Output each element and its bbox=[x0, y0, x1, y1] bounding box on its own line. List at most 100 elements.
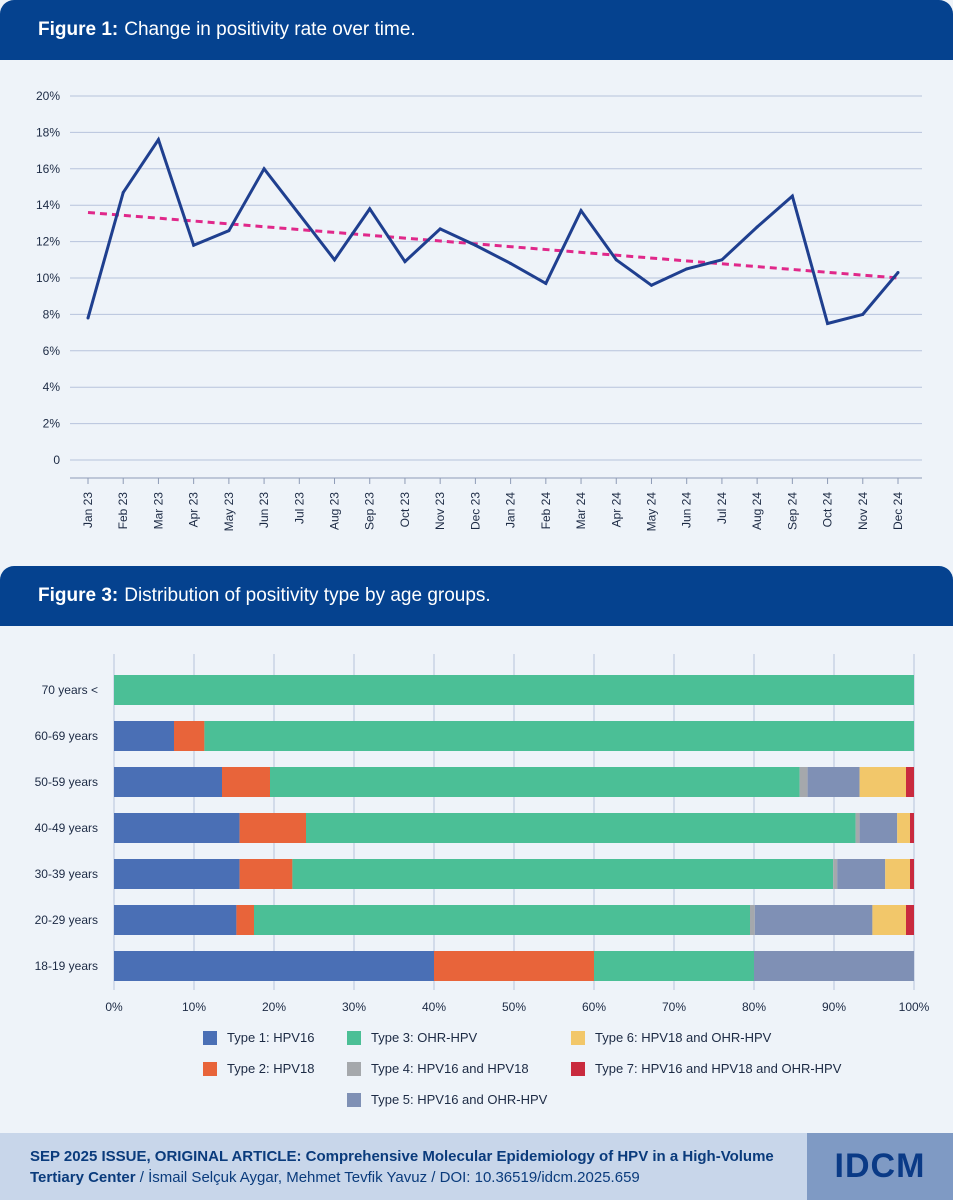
legend-item: Type 5: HPV16 and OHR-HPV bbox=[347, 1092, 547, 1107]
figure-1-caption: Change in positivity rate over time. bbox=[124, 19, 416, 40]
citation-title: SEP 2025 ISSUE, ORIGINAL ARTICLE: Compre… bbox=[30, 1148, 774, 1186]
category-label: 40-49 years bbox=[35, 821, 98, 835]
legend-swatch bbox=[571, 1061, 585, 1076]
y-tick-label: 6% bbox=[43, 344, 61, 358]
idcm-logo: IDCM bbox=[807, 1133, 953, 1200]
data-point bbox=[649, 283, 653, 287]
x-tick-label: 30% bbox=[342, 1000, 366, 1014]
legend-swatch bbox=[347, 1030, 361, 1045]
figure-1-header: Figure 1: Change in positivity rate over… bbox=[0, 0, 953, 60]
legend-item: Type 2: HPV18 bbox=[203, 1061, 314, 1076]
x-tick-label: 60% bbox=[582, 1000, 606, 1014]
x-tick-label: 50% bbox=[502, 1000, 526, 1014]
x-tick-label: Jul 24 bbox=[715, 492, 729, 524]
data-point bbox=[438, 227, 442, 231]
legend-item: Type 4: HPV16 and HPV18 bbox=[347, 1061, 529, 1076]
legend-item: Type 3: OHR-HPV bbox=[347, 1030, 477, 1045]
series-line-positivity bbox=[86, 136, 900, 326]
bar-segment bbox=[807, 767, 860, 797]
data-point bbox=[262, 167, 266, 171]
bar-segment bbox=[434, 951, 594, 981]
bar-segment bbox=[754, 951, 914, 981]
chart-legend: Type 1: HPV16 Type 2: HPV18 Type 3: OHR-HP… bbox=[0, 1026, 953, 1126]
x-tick-label: Nov 24 bbox=[856, 492, 870, 530]
figure-1-label: Figure 1: bbox=[38, 19, 119, 40]
x-tick-label: 10% bbox=[182, 1000, 206, 1014]
x-tick-label: 40% bbox=[422, 1000, 446, 1014]
x-tick-label: Mar 23 bbox=[151, 492, 165, 530]
bar-segment bbox=[239, 813, 306, 843]
legend-label: Type 1: HPV16 bbox=[227, 1030, 315, 1045]
x-tick-label: 70% bbox=[662, 1000, 686, 1014]
citation-authors: / İsmail Selçuk Aygar, Mehmet Tevfik Yav… bbox=[135, 1169, 640, 1186]
x-tick-label: Jan 23 bbox=[81, 492, 95, 528]
x-tick-label: May 23 bbox=[222, 492, 236, 532]
footer: SEP 2025 ISSUE, ORIGINAL ARTICLE: Compre… bbox=[0, 1133, 953, 1200]
x-tick-label: 0% bbox=[105, 1000, 123, 1014]
category-label: 30-39 years bbox=[35, 867, 98, 881]
data-point bbox=[755, 225, 759, 229]
x-tick-label: Apr 23 bbox=[187, 492, 201, 528]
y-tick-label: 10% bbox=[36, 271, 60, 285]
category-label: 18-19 years bbox=[35, 959, 98, 973]
legend-label: Type 3: OHR-HPV bbox=[371, 1030, 478, 1045]
x-tick-label: 90% bbox=[822, 1000, 846, 1014]
x-tick-label: Jan 24 bbox=[504, 492, 518, 528]
x-tick-label: 100% bbox=[899, 1000, 930, 1014]
bar-segment bbox=[236, 905, 254, 935]
legend-label: Type 2: HPV18 bbox=[227, 1061, 315, 1076]
bar-segment bbox=[859, 767, 906, 797]
y-tick-label: 2% bbox=[43, 417, 61, 431]
x-tick-label: Apr 24 bbox=[609, 492, 623, 528]
bar-segment bbox=[306, 813, 856, 843]
x-tick-label: May 24 bbox=[644, 492, 658, 532]
bar-segment bbox=[833, 859, 838, 889]
figure-3-label: Figure 3: bbox=[38, 585, 119, 606]
data-point bbox=[896, 271, 900, 275]
data-point bbox=[192, 243, 196, 247]
figure-3-header: Figure 3: Distribution of positivity typ… bbox=[0, 566, 953, 626]
x-tick-label: Feb 24 bbox=[539, 492, 553, 530]
data-point bbox=[685, 267, 689, 271]
x-tick-label: Feb 23 bbox=[116, 492, 130, 530]
bar-segment bbox=[222, 767, 270, 797]
data-point bbox=[297, 212, 301, 216]
x-tick-label: Aug 24 bbox=[750, 492, 764, 530]
y-tick-label: 16% bbox=[36, 162, 60, 176]
bar-segment bbox=[906, 767, 914, 797]
data-point bbox=[720, 258, 724, 262]
bar-segment bbox=[885, 859, 910, 889]
data-point bbox=[156, 138, 160, 142]
data-point bbox=[227, 229, 231, 233]
data-point bbox=[333, 258, 337, 262]
y-tick-label: 18% bbox=[36, 125, 60, 139]
bar-segment bbox=[897, 813, 910, 843]
bar-segment bbox=[114, 951, 434, 981]
category-label: 20-29 years bbox=[35, 913, 98, 927]
x-tick-label: Mar 24 bbox=[574, 492, 588, 530]
bar-segment bbox=[872, 905, 906, 935]
legend-item: Type 7: HPV16 and HPV18 and OHR-HPV bbox=[571, 1061, 841, 1076]
x-tick-label: Sep 24 bbox=[785, 492, 799, 530]
x-tick-label: Jul 23 bbox=[292, 492, 306, 524]
bar-segment bbox=[859, 813, 898, 843]
legend-label: Type 7: HPV16 and HPV18 and OHR-HPV bbox=[595, 1061, 842, 1076]
bar-segment bbox=[239, 859, 293, 889]
data-point bbox=[121, 190, 125, 194]
bar-segment bbox=[906, 905, 914, 935]
x-tick-label: Sep 23 bbox=[363, 492, 377, 530]
x-tick-label: Jun 23 bbox=[257, 492, 271, 528]
data-point bbox=[861, 312, 865, 316]
bar-segment bbox=[114, 859, 240, 889]
x-tick-label: Dec 24 bbox=[891, 492, 905, 530]
data-point bbox=[614, 258, 618, 262]
legend-swatch bbox=[203, 1030, 217, 1045]
data-point bbox=[544, 281, 548, 285]
x-tick-label: Aug 23 bbox=[328, 492, 342, 530]
stacked-bar-chart: 0% 10% 20% 30% 40% 50% 60% 70% 80% 90% 100% 70 year… bbox=[35, 654, 930, 1014]
legend-item: Type 1: HPV16 bbox=[203, 1030, 314, 1045]
legend-label: Type 5: HPV16 and OHR-HPV bbox=[371, 1092, 548, 1107]
bar-segment bbox=[270, 767, 800, 797]
y-tick-label: 0 bbox=[53, 453, 60, 467]
data-point bbox=[790, 194, 794, 198]
